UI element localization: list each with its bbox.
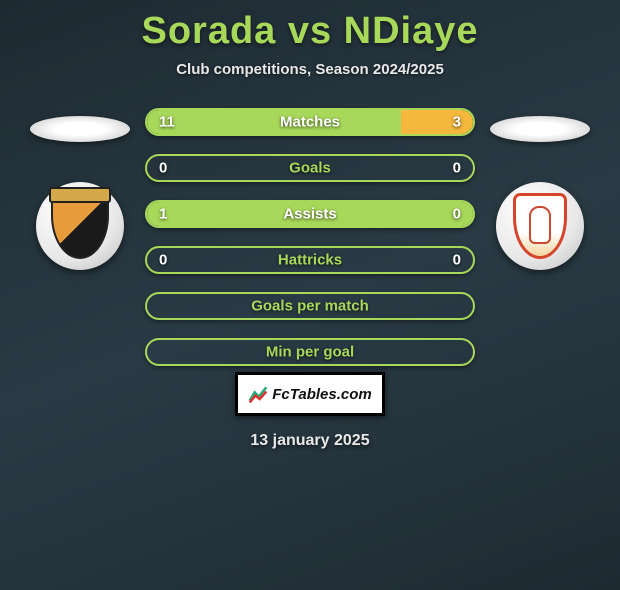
- subtitle: Club competitions, Season 2024/2025: [0, 61, 620, 78]
- right-player-column: [480, 108, 600, 366]
- club-crest-right: [496, 182, 584, 270]
- stat-value-left: 0: [159, 252, 167, 269]
- stat-value-right: 3: [453, 114, 461, 131]
- stat-value-right: 0: [453, 160, 461, 177]
- stat-bar: 0 0 Goals: [145, 154, 475, 182]
- page-title: Sorada vs NDiaye: [0, 10, 620, 53]
- stat-value-right: 0: [453, 252, 461, 269]
- stat-bar: Min per goal: [145, 338, 475, 366]
- stat-bar: 0 0 Hattricks: [145, 246, 475, 274]
- chart-icon: [248, 384, 268, 404]
- player-photo-placeholder-left: [30, 116, 130, 142]
- stat-bar: Goals per match: [145, 292, 475, 320]
- stat-value-right: 0: [453, 206, 461, 223]
- stat-label: Goals: [289, 160, 331, 177]
- club-crest-left: [36, 182, 124, 270]
- stat-label: Matches: [280, 114, 340, 131]
- snapshot-date: 13 january 2025: [0, 432, 620, 450]
- stat-label: Hattricks: [278, 252, 342, 269]
- stat-label: Min per goal: [266, 344, 354, 361]
- stat-value-left: 0: [159, 160, 167, 177]
- shield-icon: [513, 193, 567, 259]
- left-player-column: [20, 108, 140, 366]
- bar-fill-left: [147, 110, 401, 134]
- stat-bars: 11 3 Matches 0 0 Goals 1 0 Assists 0 0 Hattricks Goa…: [140, 108, 480, 366]
- comparison-panel: 11 3 Matches 0 0 Goals 1 0 Assists 0 0 Hattricks Goa…: [0, 108, 620, 366]
- stat-label: Goals per match: [251, 298, 369, 315]
- shield-icon: [51, 193, 109, 259]
- stat-value-left: 1: [159, 206, 167, 223]
- player-photo-placeholder-right: [490, 116, 590, 142]
- bar-fill-right: [401, 110, 473, 134]
- brand-text: FcTables.com: [272, 386, 371, 403]
- stat-bar: 11 3 Matches: [145, 108, 475, 136]
- brand-badge[interactable]: FcTables.com: [235, 372, 385, 416]
- stat-label: Assists: [283, 206, 336, 223]
- stat-value-left: 11: [159, 114, 175, 131]
- stat-bar: 1 0 Assists: [145, 200, 475, 228]
